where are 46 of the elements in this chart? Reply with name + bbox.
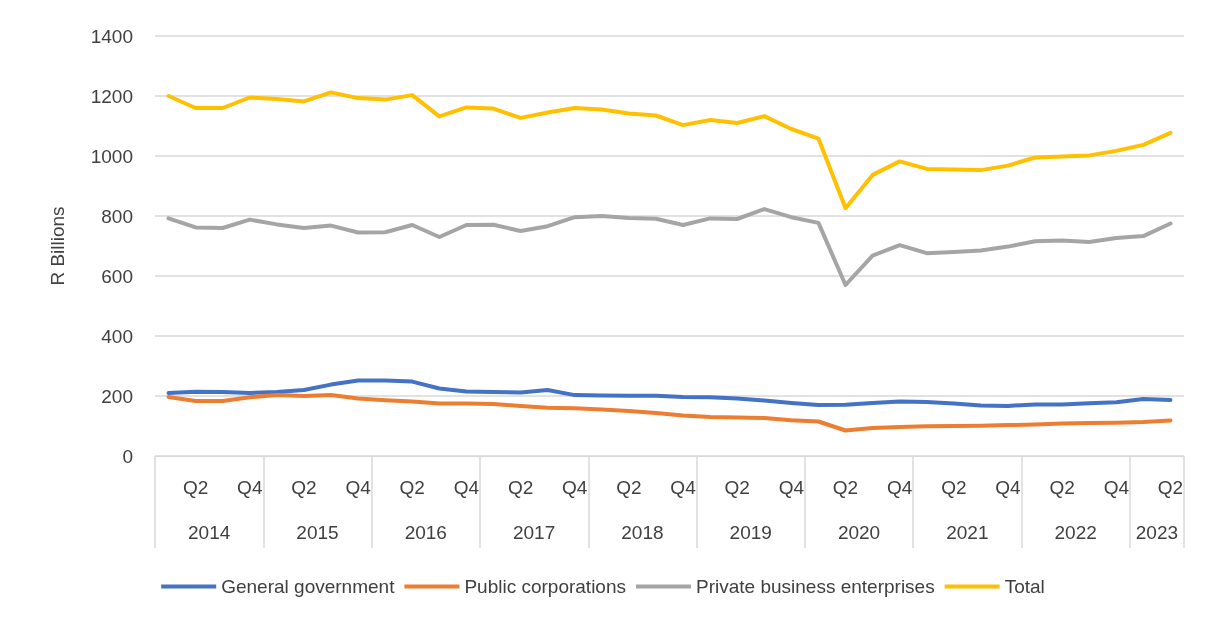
- text: 2023: [1135, 521, 1179, 543]
- y-tick-label: 200: [101, 385, 133, 407]
- x-tick-label: Q2: [616, 477, 642, 498]
- legend-label: Total: [1004, 576, 1045, 597]
- x-tick-label: Q4: [237, 477, 263, 498]
- text: 2021: [946, 521, 989, 543]
- text: 2014: [188, 521, 231, 543]
- text: 2020: [837, 521, 881, 543]
- line-series: [166, 393, 1173, 433]
- x-tick-label: Q4: [670, 477, 697, 498]
- x-tick-label: Q2: [399, 477, 425, 498]
- text: 2016: [404, 521, 447, 543]
- y-tick-label: 1400: [90, 25, 133, 47]
- text: 2019: [729, 521, 772, 543]
- x-tick-label: Q4: [453, 477, 480, 498]
- text: 2017: [512, 521, 556, 543]
- x-tick-label: Q4: [345, 477, 372, 498]
- x-tick-label: Q2: [1157, 477, 1184, 498]
- x-tick-label: Q4: [562, 477, 588, 498]
- y-tick-label: 600: [101, 265, 133, 287]
- y-tick-label: 800: [101, 205, 133, 227]
- text: 2022: [1054, 521, 1097, 543]
- y-tick-label: 400: [101, 325, 133, 347]
- x-tick-label: Q4: [1103, 477, 1130, 498]
- x-tick-label: Q2: [832, 477, 859, 498]
- line-series: [166, 207, 1173, 287]
- x-tick-label: Q4: [995, 477, 1022, 498]
- y-tick-label: 1000: [90, 145, 133, 167]
- legend-label: Public corporations: [464, 576, 626, 597]
- x-tick-label: Q2: [507, 477, 534, 498]
- y-tick-label: 0: [122, 445, 133, 467]
- legend-label: Private business enterprises: [695, 576, 935, 597]
- x-tick-label: Q2: [1049, 477, 1075, 498]
- y-axis-title: R Billions: [47, 206, 68, 286]
- y-tick-label: 1200: [90, 85, 133, 107]
- line-series: [166, 378, 1173, 408]
- text: 2015: [296, 521, 339, 543]
- line-series: [166, 90, 1173, 211]
- x-tick-label: Q2: [941, 477, 967, 498]
- x-tick-label: Q2: [182, 477, 209, 498]
- legend-label: General government: [221, 576, 396, 597]
- text: 2018: [621, 521, 664, 543]
- x-tick-label: Q4: [778, 477, 805, 498]
- x-tick-label: Q2: [724, 477, 750, 498]
- x-tick-label: Q2: [291, 477, 317, 498]
- x-tick-label: Q4: [886, 477, 913, 498]
